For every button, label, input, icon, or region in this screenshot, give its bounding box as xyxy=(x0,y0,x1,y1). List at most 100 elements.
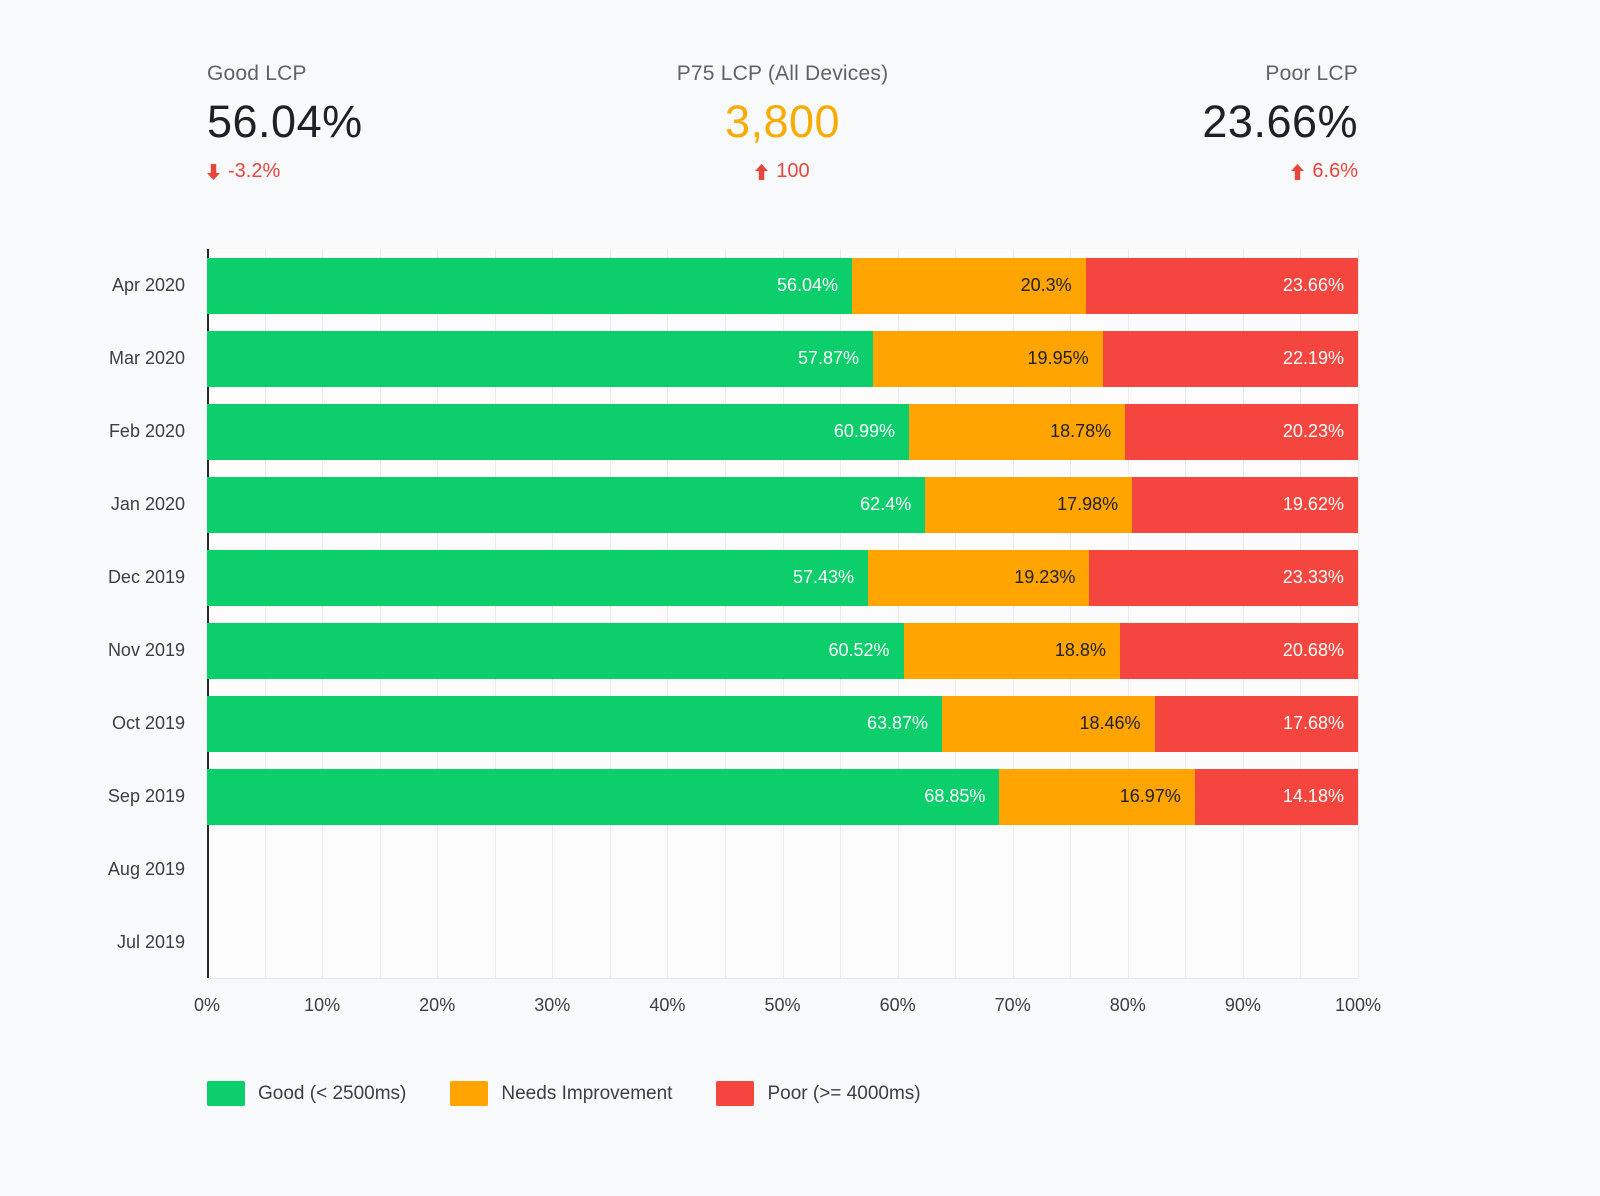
bar-track: 60.52% 18.8% 20.68% xyxy=(207,622,1358,679)
gridline xyxy=(955,249,957,978)
kpi-delta-value: 6.6% xyxy=(1312,160,1359,182)
gridline xyxy=(437,249,439,978)
bar-track: 63.87% 18.46% 17.68% xyxy=(207,695,1358,752)
bar-value-label: 17.68% xyxy=(1282,713,1344,733)
bar-segment-needs-improvement[interactable]: 18.46% xyxy=(942,695,1155,752)
x-axis-tick-label: 0% xyxy=(193,995,221,1015)
kpi-delta: 100 xyxy=(591,160,975,183)
chart-row: Apr 2020 56.04% 20.3% 23.66% xyxy=(0,249,1600,322)
chart-row: Aug 2019 xyxy=(0,833,1600,906)
gridline xyxy=(552,249,554,978)
bar-segment-poor[interactable]: 23.66% xyxy=(1085,257,1358,314)
category-label: Aug 2019 xyxy=(107,859,185,879)
kpi-delta: 6.6% xyxy=(974,160,1358,183)
lcp-stacked-bar-chart: Apr 2020 56.04% 20.3% 23.66% Mar 2020 57.87% 1… xyxy=(0,249,1600,1021)
bar-segment-poor[interactable]: 22.19% xyxy=(1102,330,1358,387)
chart-legend: Good (< 2500ms) Needs Improvement Poor (>=… xyxy=(207,1081,1600,1106)
bar-track: 56.04% 20.3% 23.66% xyxy=(207,257,1358,314)
bar-segment-needs-improvement[interactable]: 19.23% xyxy=(868,549,1090,606)
legend-label: Needs Improvement xyxy=(501,1082,673,1104)
bar-segment-needs-improvement[interactable]: 16.97% xyxy=(999,768,1195,825)
bar-segment-good[interactable]: 57.43% xyxy=(207,549,869,606)
y-axis-line xyxy=(207,249,209,978)
bar-segment-needs-improvement[interactable]: 19.95% xyxy=(873,330,1103,387)
x-axis-tick-label: 100% xyxy=(1334,995,1382,1015)
x-axis-tick-label: 30% xyxy=(534,995,571,1015)
kpi-value: 56.04% xyxy=(207,96,363,147)
legend-swatch xyxy=(207,1081,245,1106)
bar-track xyxy=(207,915,1358,971)
legend-item-poor[interactable]: Poor (>= 4000ms) xyxy=(716,1081,921,1106)
bar-value-label: 63.87% xyxy=(867,713,929,733)
category-label: Nov 2019 xyxy=(107,640,185,660)
bar-segment-good[interactable]: 60.52% xyxy=(207,622,904,679)
bar-value-label: 16.97% xyxy=(1119,786,1181,806)
kpi-poor-lcp: Poor LCP 23.66% 6.6% xyxy=(974,62,1358,183)
bar-value-label: 19.62% xyxy=(1282,494,1344,514)
bar-track: 57.87% 19.95% 22.19% xyxy=(207,330,1358,387)
bar-value-label: 18.8% xyxy=(1054,640,1106,660)
chart-row: Nov 2019 60.52% 18.8% 20.68% xyxy=(0,614,1600,687)
bar-segment-needs-improvement[interactable]: 18.78% xyxy=(908,403,1126,460)
bar-segment-good[interactable]: 60.99% xyxy=(207,403,909,460)
bar-segment-good[interactable]: 57.87% xyxy=(207,330,874,387)
bar-track xyxy=(207,842,1358,898)
legend-swatch xyxy=(716,1081,755,1106)
category-label: Oct 2019 xyxy=(111,713,185,733)
gridline xyxy=(724,249,726,978)
legend-swatch xyxy=(450,1081,489,1106)
bar-segment-poor[interactable]: 20.23% xyxy=(1125,403,1358,460)
bar-value-label: 56.04% xyxy=(776,275,839,295)
gridline xyxy=(1358,249,1359,978)
x-axis-tick-label: 50% xyxy=(764,995,801,1015)
arrow-up-icon xyxy=(755,163,769,180)
bar-value-label: 19.95% xyxy=(1027,348,1089,368)
gridline xyxy=(1070,249,1072,978)
bar-segment-needs-improvement[interactable]: 17.98% xyxy=(925,476,1133,533)
bar-value-label: 18.78% xyxy=(1050,421,1112,441)
kpi-delta-value: -3.2% xyxy=(228,160,281,182)
kpi-label: Good LCP xyxy=(207,62,307,85)
bar-value-label: 14.18% xyxy=(1282,786,1344,806)
legend-item-good[interactable]: Good (< 2500ms) xyxy=(207,1081,406,1106)
bar-segment-poor[interactable]: 14.18% xyxy=(1194,768,1358,825)
bar-track: 60.99% 18.78% 20.23% xyxy=(207,403,1358,460)
bar-value-label: 20.3% xyxy=(1020,275,1072,295)
bar-value-label: 62.4% xyxy=(860,494,912,514)
gridline xyxy=(1300,249,1302,978)
kpi-value: 23.66% xyxy=(1202,96,1359,147)
chart-rows: Apr 2020 56.04% 20.3% 23.66% Mar 2020 57.87% 1… xyxy=(0,249,1600,979)
x-axis-tick-label: 80% xyxy=(1109,995,1146,1015)
bar-value-label: 20.68% xyxy=(1282,640,1344,660)
gridline xyxy=(264,249,266,978)
bar-segment-good[interactable]: 62.4% xyxy=(207,476,926,533)
bar-segment-poor[interactable]: 19.62% xyxy=(1132,476,1358,533)
gridline xyxy=(322,249,324,978)
category-label: Mar 2020 xyxy=(108,348,185,368)
category-label: Sep 2019 xyxy=(107,786,185,806)
bar-value-label: 57.43% xyxy=(792,567,855,587)
bar-value-label: 68.85% xyxy=(924,786,986,806)
bar-segment-poor[interactable]: 20.68% xyxy=(1119,622,1358,679)
bar-segment-good[interactable]: 68.85% xyxy=(207,768,1000,825)
bar-segment-poor[interactable]: 17.68% xyxy=(1154,695,1358,752)
x-axis-tick-label: 20% xyxy=(419,995,456,1015)
lcp-dashboard: Good LCP 56.04% -3.2% P75 LCP (All Devic… xyxy=(0,62,1600,1106)
bar-segment-poor[interactable]: 23.33% xyxy=(1089,549,1358,606)
gridline xyxy=(609,249,611,978)
kpi-good-lcp: Good LCP 56.04% -3.2% xyxy=(207,62,591,183)
bar-value-label: 18.46% xyxy=(1079,713,1141,733)
gridline xyxy=(667,249,669,978)
bar-segment-good[interactable]: 56.04% xyxy=(207,257,853,314)
bar-value-label: 60.52% xyxy=(828,640,890,660)
gridline xyxy=(1185,249,1187,978)
bar-segment-needs-improvement[interactable]: 20.3% xyxy=(852,257,1086,314)
kpi-label: P75 LCP (All Devices) xyxy=(676,62,889,85)
chart-row: Jul 2019 xyxy=(0,906,1600,979)
bar-segment-needs-improvement[interactable]: 18.8% xyxy=(903,622,1120,679)
kpi-label: Poor LCP xyxy=(1265,62,1359,85)
bar-value-label: 60.99% xyxy=(833,421,895,441)
legend-item-needs-improvement[interactable]: Needs Improvement xyxy=(450,1081,672,1106)
chart-row: Mar 2020 57.87% 19.95% 22.19% xyxy=(0,322,1600,395)
bar-segment-good[interactable]: 63.87% xyxy=(207,695,943,752)
